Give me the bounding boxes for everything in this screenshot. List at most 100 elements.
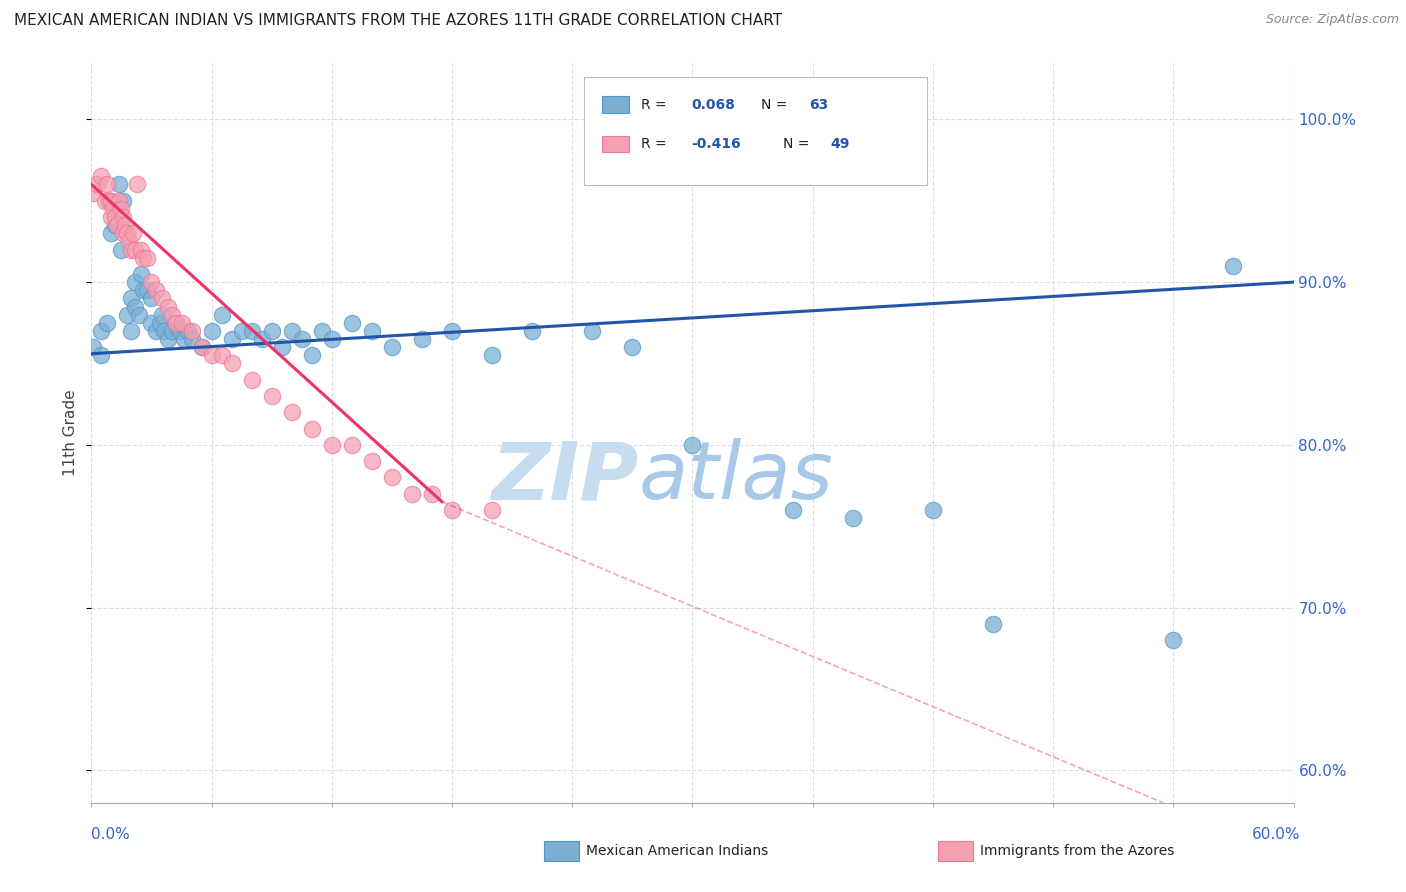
Point bbox=[112, 210, 135, 224]
Point bbox=[108, 178, 131, 192]
Point bbox=[150, 292, 173, 306]
Text: R =: R = bbox=[641, 97, 671, 112]
Point bbox=[180, 332, 202, 346]
Point bbox=[231, 324, 253, 338]
Point bbox=[82, 340, 104, 354]
Point bbox=[90, 324, 112, 338]
Point bbox=[621, 340, 644, 354]
Point bbox=[96, 316, 118, 330]
Point bbox=[121, 292, 143, 306]
Point bbox=[132, 283, 155, 297]
Point bbox=[211, 308, 233, 322]
Point bbox=[291, 332, 314, 346]
Point bbox=[94, 194, 117, 208]
Point bbox=[321, 332, 343, 346]
Point bbox=[104, 218, 127, 232]
Point bbox=[152, 324, 174, 338]
Point bbox=[86, 178, 108, 192]
Point bbox=[141, 275, 163, 289]
Point bbox=[1163, 633, 1185, 648]
Point bbox=[131, 243, 153, 257]
Point bbox=[150, 308, 173, 322]
Point bbox=[165, 316, 187, 330]
Point bbox=[122, 227, 145, 241]
Point bbox=[922, 503, 945, 517]
Point bbox=[360, 454, 382, 468]
Point bbox=[124, 300, 146, 314]
Text: atlas: atlas bbox=[638, 438, 834, 516]
Point bbox=[250, 332, 273, 346]
Point bbox=[420, 486, 443, 500]
Point bbox=[221, 356, 243, 370]
Point bbox=[201, 324, 224, 338]
Point bbox=[401, 486, 423, 500]
Point bbox=[110, 202, 132, 216]
Text: -0.416: -0.416 bbox=[692, 136, 741, 151]
Point bbox=[96, 178, 118, 192]
Point bbox=[160, 308, 183, 322]
Point bbox=[260, 324, 283, 338]
Point bbox=[112, 227, 135, 241]
Point bbox=[141, 292, 163, 306]
Point bbox=[114, 218, 136, 232]
Point bbox=[110, 243, 132, 257]
Text: 49: 49 bbox=[831, 136, 851, 151]
Point bbox=[681, 438, 703, 452]
Point bbox=[107, 218, 129, 232]
Point bbox=[121, 243, 143, 257]
Text: 0.0%: 0.0% bbox=[91, 827, 131, 841]
Text: Mexican American Indians: Mexican American Indians bbox=[586, 844, 769, 858]
Text: 0.068: 0.068 bbox=[692, 97, 735, 112]
Point bbox=[127, 178, 149, 192]
Point bbox=[100, 227, 122, 241]
Point bbox=[117, 308, 139, 322]
Point bbox=[169, 324, 191, 338]
Bar bbox=[602, 96, 628, 112]
Point bbox=[90, 169, 112, 184]
Point bbox=[82, 186, 104, 200]
Point bbox=[108, 194, 131, 208]
Text: Immigrants from the Azores: Immigrants from the Azores bbox=[980, 844, 1174, 858]
Point bbox=[782, 503, 804, 517]
Point bbox=[522, 324, 544, 338]
Point bbox=[131, 267, 153, 281]
Point bbox=[148, 316, 170, 330]
Point bbox=[481, 348, 503, 362]
Point bbox=[201, 348, 224, 362]
Text: N =: N = bbox=[783, 136, 813, 151]
Point bbox=[145, 324, 167, 338]
Point bbox=[270, 340, 292, 354]
Point bbox=[281, 405, 304, 419]
FancyBboxPatch shape bbox=[585, 78, 927, 185]
Point bbox=[90, 348, 112, 362]
Point bbox=[581, 324, 603, 338]
Point bbox=[190, 340, 212, 354]
Point bbox=[124, 275, 146, 289]
Point bbox=[381, 340, 404, 354]
Text: Source: ZipAtlas.com: Source: ZipAtlas.com bbox=[1265, 13, 1399, 27]
Point bbox=[118, 235, 141, 249]
Text: R =: R = bbox=[641, 136, 671, 151]
Point bbox=[340, 316, 363, 330]
Point bbox=[117, 227, 139, 241]
Point bbox=[160, 324, 183, 338]
Point bbox=[841, 511, 863, 525]
Point bbox=[301, 421, 323, 435]
Point bbox=[100, 194, 122, 208]
Point bbox=[128, 308, 150, 322]
Point bbox=[411, 332, 433, 346]
Text: 63: 63 bbox=[808, 97, 828, 112]
Point bbox=[100, 210, 122, 224]
Point bbox=[240, 373, 263, 387]
Point bbox=[100, 194, 122, 208]
Point bbox=[240, 324, 263, 338]
Point bbox=[136, 283, 159, 297]
Point bbox=[156, 300, 179, 314]
Point bbox=[221, 332, 243, 346]
Point bbox=[165, 316, 187, 330]
Point bbox=[173, 332, 195, 346]
Point bbox=[103, 202, 125, 216]
Point bbox=[321, 438, 343, 452]
Text: ZIP: ZIP bbox=[491, 438, 638, 516]
Point bbox=[260, 389, 283, 403]
